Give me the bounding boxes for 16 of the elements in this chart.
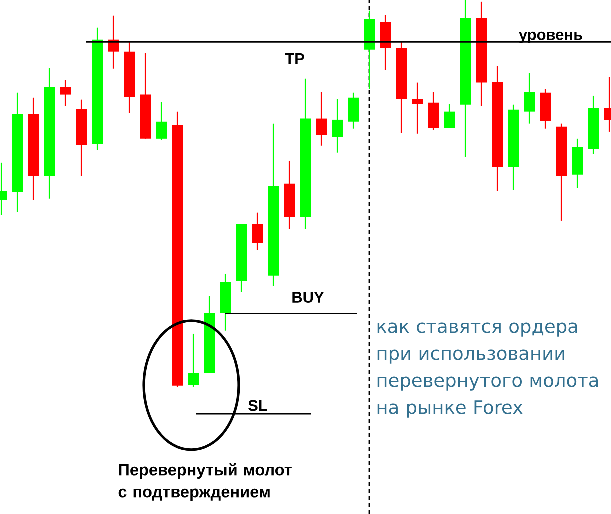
ref-line-label: уровень [519, 32, 582, 44]
candlestick [348, 92, 360, 130]
candlestick [156, 102, 168, 141]
annotation: как ставятся ордера при использовании перевернутого молота на рынке Forex [378, 322, 598, 418]
candlestick [444, 103, 456, 129]
candlestick [252, 212, 264, 251]
candlestick [188, 333, 200, 388]
candlestick [524, 72, 536, 124]
candlestick [60, 79, 72, 107]
ref-line-label: SL [248, 400, 268, 412]
text: Перевернутый молот с подтверждением [118, 463, 292, 501]
candlestick [316, 91, 328, 147]
annotation: TP [285, 54, 304, 64]
candlestick [332, 98, 344, 154]
candlestick [412, 82, 424, 135]
ref-line-label: BUY [292, 292, 324, 303]
